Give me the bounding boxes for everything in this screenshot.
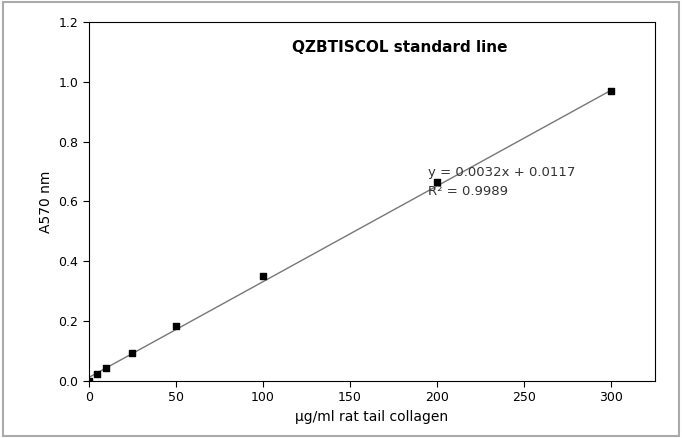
Text: QZBTISCOL standard line: QZBTISCOL standard line: [293, 40, 508, 55]
Text: y = 0.0032x + 0.0117
R² = 0.9989: y = 0.0032x + 0.0117 R² = 0.9989: [428, 166, 576, 198]
Point: [606, 87, 617, 94]
Point: [432, 179, 443, 186]
X-axis label: μg/ml rat tail collagen: μg/ml rat tail collagen: [295, 410, 448, 424]
Point: [127, 349, 138, 356]
Point: [92, 370, 103, 377]
Y-axis label: A570 nm: A570 nm: [39, 170, 53, 233]
Point: [170, 322, 181, 329]
Point: [83, 378, 94, 385]
Point: [101, 364, 112, 371]
Point: [257, 273, 268, 280]
